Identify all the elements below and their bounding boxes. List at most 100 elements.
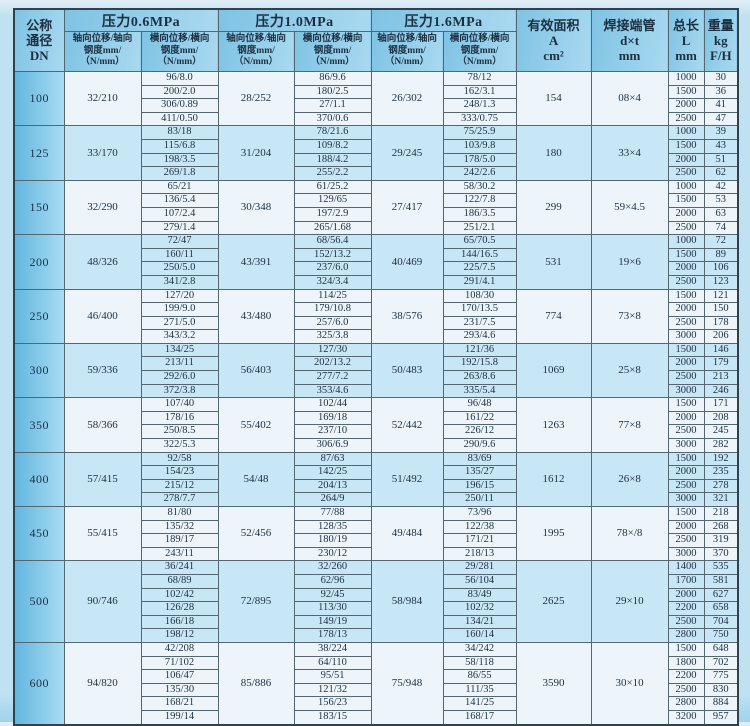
weight-cell: 47 <box>703 111 739 127</box>
length-cell: 1500 <box>667 451 705 467</box>
lateral-10-cell: 87/63 <box>293 451 372 467</box>
weight-cell: 704 <box>703 614 739 630</box>
lateral-16-cell: 291/4.1 <box>442 274 517 290</box>
length-cell: 3000 <box>667 438 705 453</box>
length-cell: 2500 <box>667 315 705 331</box>
lateral-06-cell: 278/7.7 <box>140 492 219 507</box>
length-cell: 1500 <box>667 641 705 657</box>
table-row: 125 33/170 83/18 31/204 78/21.6 29/245 75/25.9… <box>13 125 739 181</box>
length-cell: 2000 <box>667 519 705 535</box>
lateral-16-cell: 333/0.75 <box>442 111 517 127</box>
lateral-06-cell: 341/2.8 <box>140 274 219 290</box>
lateral-10-cell: 265/1.68 <box>293 220 372 236</box>
lateral-06-cell: 198/12 <box>140 628 219 643</box>
lateral-06-cell: 83/18 <box>140 125 219 140</box>
length-cell: 1000 <box>667 125 705 140</box>
table-row: 278/7.7 264/9 250/11 3000 321 <box>14 492 739 507</box>
lateral-16-cell: 65/70.5 <box>442 234 517 249</box>
lateral-16-cell: 248/1.3 <box>442 98 517 113</box>
lateral-10-cell: 102/44 <box>293 397 372 412</box>
dn-cell: 300 <box>13 342 65 399</box>
pipe-cell: 73×8 <box>590 288 669 344</box>
lateral-10-cell: 38/224 <box>293 641 372 657</box>
lateral-10-cell: 204/13 <box>293 478 372 494</box>
lateral-16-cell: 34/242 <box>442 641 517 657</box>
lateral-06-cell: 269/1.8 <box>140 166 219 181</box>
lateral-06-cell: 215/12 <box>140 478 219 494</box>
axial-06-cell: 59/336 <box>63 342 142 399</box>
lateral-06-cell: 199/9.0 <box>140 302 219 317</box>
lateral-10-cell: 306/6.9 <box>293 438 372 453</box>
lateral-10-cell: 264/9 <box>293 492 372 507</box>
lateral-10-cell: 86/9.6 <box>293 71 372 86</box>
lateral-16-cell: 290/9.6 <box>442 438 517 453</box>
table-row: 68/89 62/96 56/104 1700 581 <box>14 573 739 589</box>
lateral-10-cell: 121/32 <box>293 682 372 698</box>
length-cell: 2000 <box>667 465 705 480</box>
lateral-10-cell: 27/1.1 <box>293 98 372 113</box>
area-cell: 154 <box>515 70 592 127</box>
length-cell: 1700 <box>667 573 705 589</box>
weight-cell: 171 <box>703 397 739 412</box>
header-weight: 重量 kg F/H <box>703 8 739 72</box>
table-row: 292/6.0 277/7.2 263/8.6 2500 213 <box>14 370 739 385</box>
axial-16-cell: 29/245 <box>370 125 444 181</box>
weight-cell: 192 <box>703 451 739 467</box>
lateral-06-cell: 96/8.0 <box>140 71 219 86</box>
pipe-cell: 59×4.5 <box>590 179 669 236</box>
weight-cell: 106 <box>703 261 739 276</box>
lateral-06-cell: 168/21 <box>140 696 219 711</box>
axial-06-cell: 90/746 <box>63 560 142 643</box>
table-row: 198/12 178/13 160/14 2800 750 <box>14 628 739 643</box>
header-row-top: 公称 通径 DN 压力0.6MPa 压力1.0MPa 压力1.6MPa 有效面积… <box>13 8 739 72</box>
table-row: 198/3.5 188/4.2 178/5.0 2000 51 <box>14 152 739 168</box>
lateral-16-cell: 29/281 <box>442 560 517 575</box>
axial-10-cell: 55/402 <box>217 397 295 453</box>
header-dn: 公称 通径 DN <box>13 8 65 72</box>
header-pressure-06: 压力0.6MPa <box>63 8 219 32</box>
weight-cell: 218 <box>703 506 739 521</box>
lateral-16-cell: 196/15 <box>442 478 517 494</box>
lateral-06-cell: 198/3.5 <box>140 152 219 168</box>
length-cell: 1500 <box>667 84 705 100</box>
weight-cell: 36 <box>703 84 739 100</box>
weight-cell: 206 <box>703 329 739 344</box>
dn-cell: 500 <box>13 560 65 643</box>
lateral-06-cell: 411/0.50 <box>140 111 219 127</box>
length-cell: 2500 <box>667 111 705 127</box>
weight-cell: 884 <box>703 696 739 711</box>
lateral-06-cell: 200/2.0 <box>140 84 219 100</box>
axial-16-cell: 52/442 <box>370 397 444 453</box>
length-cell: 2500 <box>667 533 705 548</box>
table-row: 279/1.4 265/1.68 251/2.1 2500 74 <box>14 220 739 236</box>
weight-cell: 51 <box>703 152 739 168</box>
lateral-06-cell: 292/6.0 <box>140 370 219 385</box>
pipe-cell: 25×8 <box>590 342 669 399</box>
axial-10-cell: 31/204 <box>217 125 295 181</box>
table-row: 411/0.50 370/0.6 333/0.75 2500 47 <box>14 111 739 127</box>
weight-cell: 775 <box>703 669 739 684</box>
lateral-16-cell: 86/55 <box>442 669 517 684</box>
lateral-16-cell: 121/36 <box>442 342 517 358</box>
weight-cell: 89 <box>703 247 739 263</box>
pipe-cell: 30×10 <box>590 641 669 726</box>
length-cell: 2000 <box>667 356 705 372</box>
length-cell: 3200 <box>667 709 705 726</box>
lateral-10-cell: 127/30 <box>293 342 372 358</box>
weight-cell: 750 <box>703 628 739 643</box>
table-row: 102/42 92/45 83/49 2000 627 <box>14 587 739 603</box>
table-row: 135/32 128/35 122/38 2000 268 <box>14 519 739 535</box>
weight-cell: 43 <box>703 138 739 154</box>
axial-10-cell: 28/252 <box>217 70 295 127</box>
axial-06-cell: 94/820 <box>63 641 142 726</box>
lateral-10-cell: 61/25.2 <box>293 179 372 195</box>
axial-16-cell: 51/492 <box>370 451 444 508</box>
length-cell: 3000 <box>667 383 705 399</box>
lateral-06-cell: 322/5.3 <box>140 438 219 453</box>
header-axial-16: 轴向位移/轴向 钢度mm/ （N/mm） <box>370 31 444 72</box>
length-cell: 2800 <box>667 628 705 643</box>
lateral-10-cell: 197/2.9 <box>293 206 372 222</box>
lateral-16-cell: 108/30 <box>442 288 517 304</box>
lateral-16-cell: 225/7.5 <box>442 261 517 276</box>
axial-10-cell: 43/480 <box>217 288 295 344</box>
